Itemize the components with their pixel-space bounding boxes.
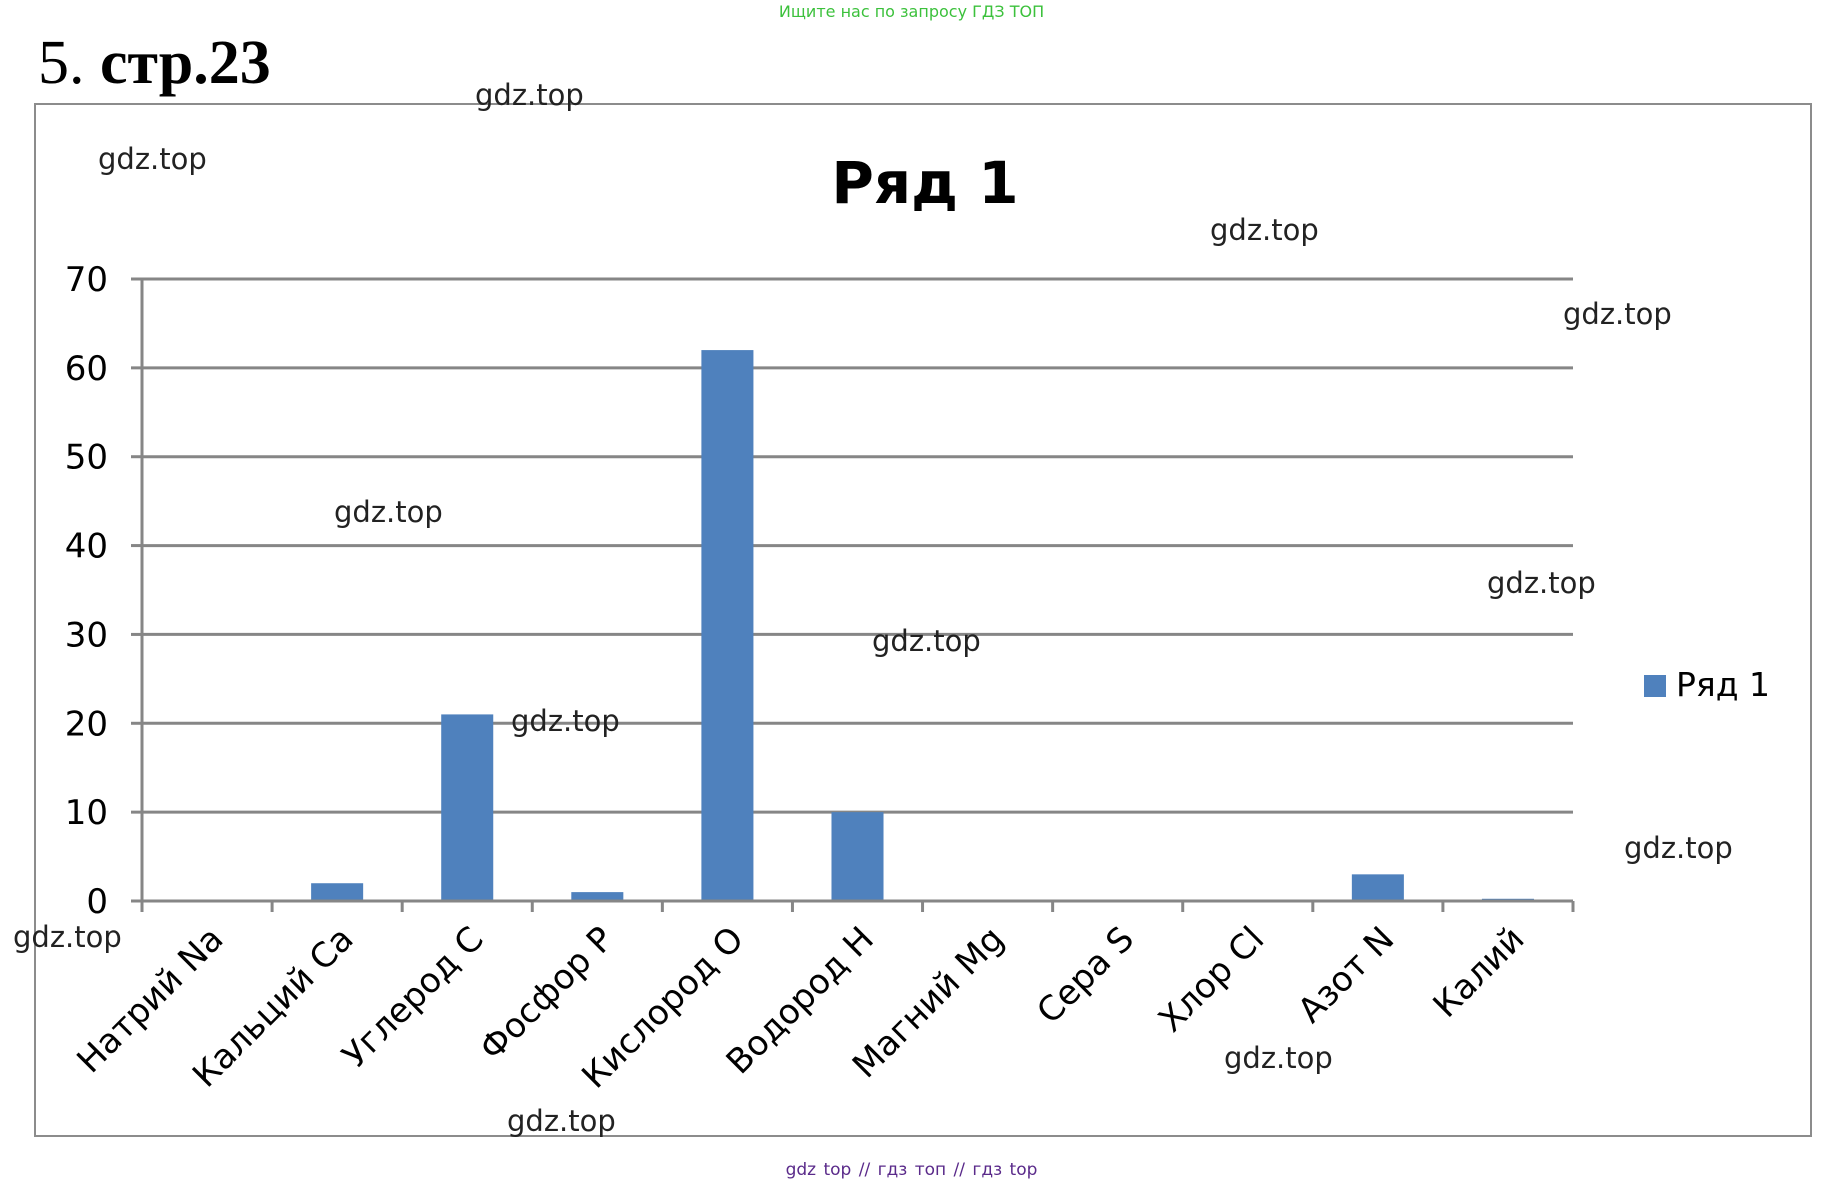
x-tick-label: Калий xyxy=(1426,919,1533,1026)
heading-page: стр.23 xyxy=(100,29,271,97)
y-tick-label: 20 xyxy=(65,704,108,744)
x-tick-label: Сера S xyxy=(1029,919,1142,1032)
bottom-note: gdz top // гдз топ // гдз top xyxy=(785,1160,1038,1180)
x-tick-label: Хлор Cl xyxy=(1151,919,1272,1040)
legend-swatch xyxy=(1644,675,1666,697)
watermark: gdz.top xyxy=(98,142,207,176)
y-tick-label: 10 xyxy=(65,793,108,833)
bar xyxy=(441,714,494,901)
y-tick-label: 50 xyxy=(65,438,108,478)
y-tick-label: 70 xyxy=(65,260,108,300)
x-tick-label: Углерод C xyxy=(335,919,492,1076)
watermark: gdz.top xyxy=(334,495,443,529)
top-note: Ищите нас по запросу ГДЗ ТОП xyxy=(778,2,1045,21)
watermark: gdz.top xyxy=(1224,1041,1333,1075)
watermark: gdz.top xyxy=(475,78,584,112)
chart-title: Ряд 1 xyxy=(831,149,1018,217)
watermark: gdz.top xyxy=(1624,831,1733,865)
watermark: gdz.top xyxy=(1210,213,1319,247)
watermark: gdz.top xyxy=(511,704,620,738)
watermark: gdz.top xyxy=(507,1104,616,1138)
watermark: gdz.top xyxy=(1487,566,1596,600)
watermark: gdz.top xyxy=(872,624,981,658)
y-tick-label: 60 xyxy=(65,349,108,389)
watermark: gdz.top xyxy=(13,920,122,954)
y-tick-label: 0 xyxy=(86,882,108,922)
bar xyxy=(831,812,884,901)
bar xyxy=(1351,874,1404,901)
x-tick-label: Азот N xyxy=(1290,919,1402,1031)
watermark: gdz.top xyxy=(1563,297,1672,331)
y-tick-label: 40 xyxy=(65,527,108,567)
bar xyxy=(571,892,624,901)
page-heading: 5. стр.23 xyxy=(38,28,271,99)
bar xyxy=(701,350,754,902)
legend: Ряд 1 xyxy=(1644,665,1770,704)
legend-label: Ряд 1 xyxy=(1676,665,1770,704)
chart-frame xyxy=(34,103,1812,1137)
y-tick-label: 30 xyxy=(65,615,108,655)
bar xyxy=(311,883,364,901)
heading-number: 5. xyxy=(38,29,85,97)
